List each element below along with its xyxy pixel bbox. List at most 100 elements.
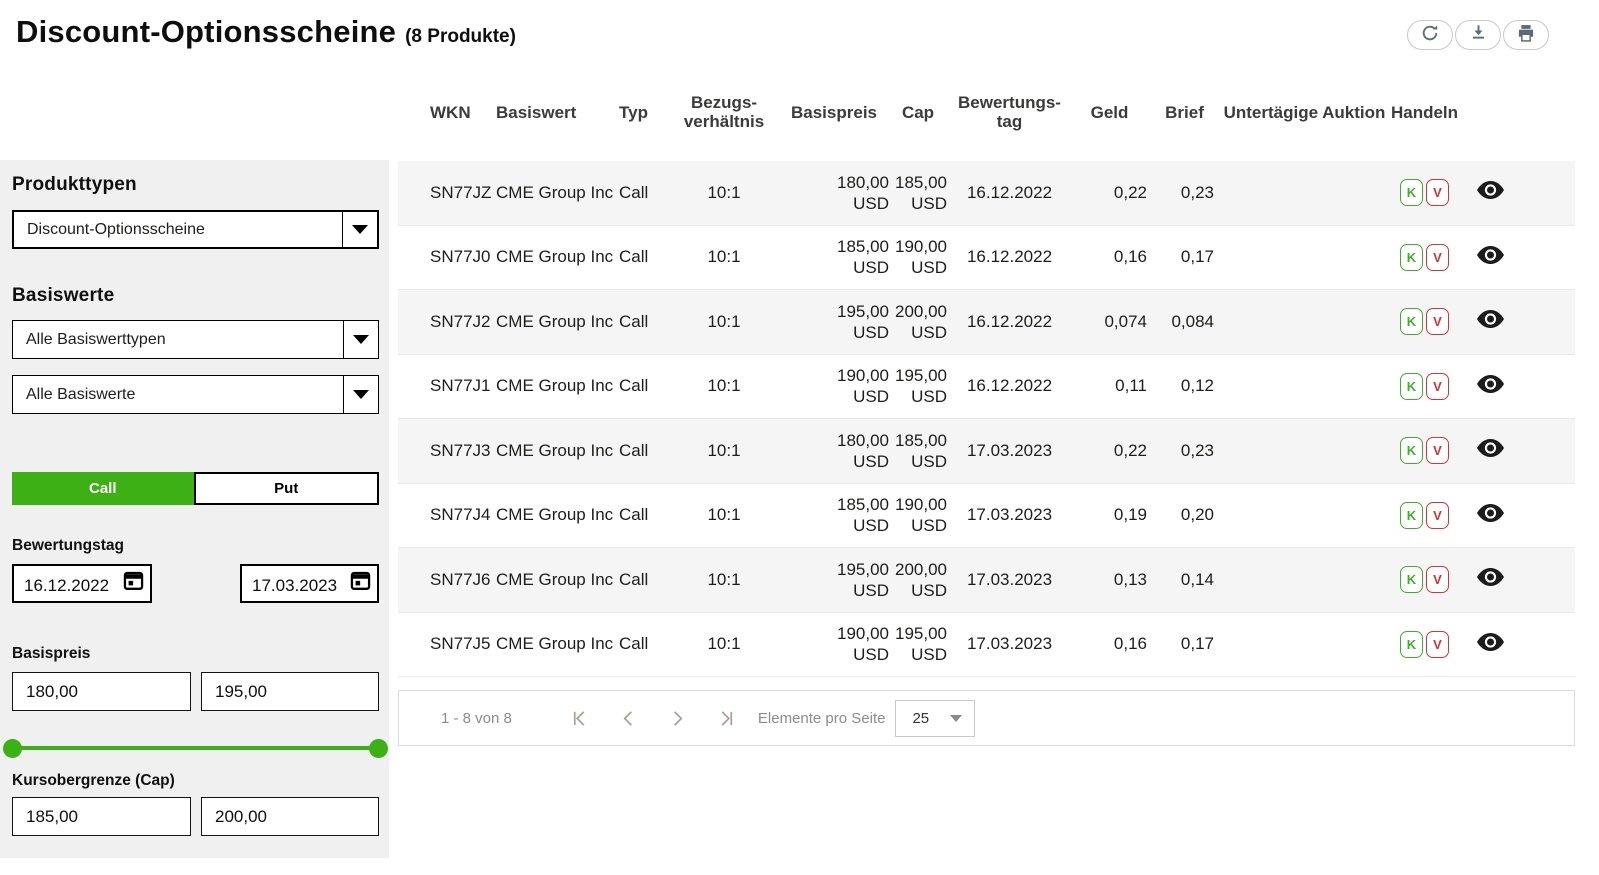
basiswert-cell: CME Group Inc: [496, 505, 614, 525]
bewertungstag-cell: 16.12.2022: [966, 376, 1053, 396]
bewertungstag-to-field[interactable]: 17.03.2023: [240, 564, 379, 603]
wkn-cell: SN77J1: [430, 376, 491, 396]
basispreis-max-input[interactable]: [201, 672, 379, 711]
geld-cell: 0,16: [1113, 634, 1147, 654]
bewertungstag-cell: 16.12.2022: [966, 182, 1053, 202]
call-toggle-button[interactable]: Call: [12, 472, 194, 505]
column-header-cap: Cap: [901, 102, 935, 122]
watch-button[interactable]: [1462, 245, 1557, 269]
bezugsverhaeltnis-cell: 10:1: [707, 247, 741, 267]
geld-cell: 0,16: [1113, 247, 1147, 267]
buy-button[interactable]: K: [1400, 243, 1423, 271]
handeln-cell: K V: [1387, 372, 1462, 400]
watch-button[interactable]: [1462, 568, 1557, 591]
bewertungstag-from-value: 16.12.2022: [24, 576, 110, 595]
download-icon: [1469, 23, 1488, 47]
handeln-cell: K V: [1387, 308, 1462, 336]
cap-cell: 200,00 USD: [895, 559, 947, 600]
wkn-cell: SN77JZ: [430, 182, 492, 202]
sell-button[interactable]: V: [1426, 501, 1449, 529]
last-page-button[interactable]: [717, 709, 736, 728]
sell-button[interactable]: V: [1426, 243, 1449, 271]
next-page-button[interactable]: [668, 709, 687, 728]
eye-icon: [1477, 374, 1504, 398]
buy-button[interactable]: K: [1400, 179, 1423, 207]
watch-button[interactable]: [1462, 503, 1557, 527]
previous-page-button[interactable]: [619, 709, 638, 728]
first-page-button[interactable]: [570, 709, 589, 728]
buy-button[interactable]: K: [1400, 630, 1423, 658]
watch-button[interactable]: [1462, 181, 1557, 204]
slider-handle-min[interactable]: [3, 738, 22, 758]
print-button[interactable]: [1503, 20, 1549, 50]
product-count: (8 Produkte): [405, 26, 516, 47]
basiswerttypen-select[interactable]: Alle Basiswerttypen: [12, 320, 379, 359]
slider-track[interactable]: [12, 746, 379, 750]
basispreis-label: Basispreis: [12, 645, 91, 662]
buy-button[interactable]: K: [1400, 437, 1423, 465]
slider-handle-max[interactable]: [369, 738, 388, 758]
watch-button[interactable]: [1462, 439, 1557, 462]
eye-icon: [1477, 181, 1504, 204]
sell-button[interactable]: V: [1426, 566, 1449, 594]
bewertungstag-from-field[interactable]: 16.12.2022: [12, 564, 152, 603]
basispreis-range-slider: [3, 738, 388, 758]
eye-icon: [1477, 245, 1504, 269]
sell-button[interactable]: V: [1426, 179, 1449, 207]
bewertungstag-cell: 16.12.2022: [966, 247, 1053, 267]
wkn-cell: SN77J4: [430, 505, 491, 525]
typ-cell: Call: [619, 634, 649, 654]
bewertungstag-cell: 17.03.2023: [966, 569, 1053, 589]
basiswert-cell: CME Group Inc: [496, 634, 614, 654]
geld-cell: 0,19: [1113, 505, 1147, 525]
basiswert-cell: CME Group Inc: [496, 311, 614, 331]
header-actions: [1407, 20, 1549, 50]
per-page-label: Elemente pro Seite: [757, 709, 886, 727]
buy-button[interactable]: K: [1400, 566, 1423, 594]
calendar-icon[interactable]: [350, 570, 371, 596]
calendar-icon[interactable]: [123, 570, 144, 596]
watch-button[interactable]: [1462, 632, 1557, 656]
sell-button[interactable]: V: [1426, 437, 1449, 465]
sell-button[interactable]: V: [1426, 372, 1449, 400]
geld-cell: 0,11: [1115, 376, 1147, 396]
per-page-select[interactable]: 25: [895, 699, 976, 737]
bezugsverhaeltnis-cell: 10:1: [707, 311, 741, 331]
brief-cell: 0,17: [1180, 634, 1214, 654]
download-button[interactable]: [1455, 20, 1501, 50]
call-put-toggle: Call Put: [12, 472, 379, 505]
produkttypen-select[interactable]: Discount-Optionsscheine: [12, 210, 379, 249]
basiswert-cell: CME Group Inc: [496, 247, 614, 267]
buy-button[interactable]: K: [1400, 372, 1423, 400]
watch-button[interactable]: [1462, 310, 1557, 333]
watch-button[interactable]: [1462, 374, 1557, 398]
cap-cell: 185,00 USD: [895, 172, 947, 213]
buy-button[interactable]: K: [1400, 501, 1423, 529]
basispreis-min-input[interactable]: [12, 672, 191, 711]
buy-button[interactable]: K: [1400, 308, 1423, 336]
cap-min-input[interactable]: [12, 797, 191, 836]
bezugsverhaeltnis-cell: 10:1: [707, 505, 741, 525]
brief-cell: 0,20: [1180, 505, 1214, 525]
typ-cell: Call: [619, 311, 649, 331]
refresh-button[interactable]: [1407, 20, 1453, 50]
basiswerttypen-value: Alle Basiswerttypen: [26, 330, 166, 348]
geld-cell: 0,22: [1113, 182, 1147, 202]
cap-max-input[interactable]: [201, 797, 379, 836]
basiswerte-select[interactable]: Alle Basiswerte: [12, 375, 379, 414]
cap-cell: 195,00 USD: [895, 366, 947, 407]
basispreis-cell: 185,00 USD: [837, 237, 889, 278]
sell-button[interactable]: V: [1426, 308, 1449, 336]
pagination-bar: 1 - 8 von 8 Elemente pro Seite 25: [398, 690, 1575, 746]
sell-button[interactable]: V: [1426, 630, 1449, 658]
put-toggle-button[interactable]: Put: [193, 472, 379, 505]
typ-cell: Call: [619, 505, 649, 525]
chevron-down-icon: [343, 376, 378, 413]
basiswert-cell: CME Group Inc: [496, 569, 614, 589]
basiswerte-value: Alle Basiswerte: [26, 385, 136, 403]
bezugsverhaeltnis-cell: 10:1: [707, 569, 741, 589]
table-row: SN77J0 CME Group Inc Call 10:1 185,00 US…: [398, 226, 1575, 290]
column-header-basispreis: Basispreis: [791, 102, 877, 122]
cap-cell: 195,00 USD: [895, 624, 947, 665]
handeln-cell: K V: [1387, 501, 1462, 529]
